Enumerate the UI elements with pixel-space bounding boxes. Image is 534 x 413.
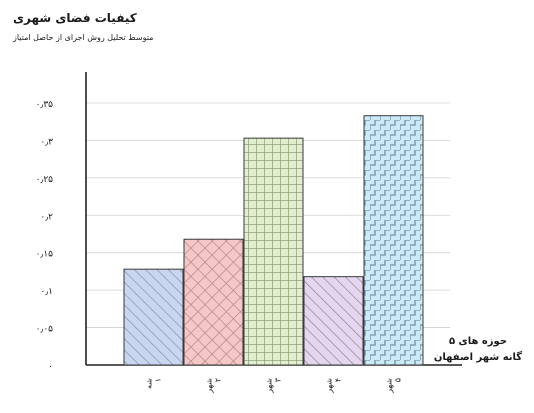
y-tick-label: ۰٫۳۵ [36,100,54,110]
svg-text:شهر۵: شهر۵ [385,378,403,394]
bar-5 [363,115,424,366]
bar-1 [123,268,184,366]
y-tick-label: ۰٫۰۵ [36,325,54,335]
bars [123,115,424,366]
y-tick-label: ۰٫۲۵ [36,175,54,185]
y-tick-label: ۰٫۳ [40,137,53,147]
svg-text:شه۱: شه۱ [145,378,163,389]
bar-4 [303,276,364,366]
x-tick-label: شه۱ [145,378,163,389]
chart-title: کیفیات فضای شهری [13,11,137,25]
x-tick-label: شهر۵ [385,378,403,394]
y-tick-label: ۰٫۲ [40,212,53,222]
svg-text:شهر۴: شهر۴ [325,378,343,394]
y-tick-label: ۰ [48,362,53,372]
svg-text:شهر۳: شهر۳ [265,377,283,394]
svg-text:شهر۲: شهر۲ [205,378,223,394]
bar-3 [243,137,304,366]
x-tick-label: شهر۲ [205,378,223,394]
y-tick-label: ۰٫۱ [40,287,53,297]
chart-subtitle: متوسط تحلیل روش اجرای از حاصل امتیاز [12,33,153,42]
x-tick-label: شهر۴ [325,378,343,394]
x-tick-label: شهر۳ [265,377,283,394]
bar-2 [183,238,244,366]
y-tick-labels: ۰ ۰٫۰۵ ۰٫۱ ۰٫۱۵ ۰٫۲ ۰٫۲۵ ۰٫۳ ۰٫۳۵ [36,100,54,372]
x-axis-label: حوزه های ۵ گانه شهر اصفهان [434,336,522,363]
y-tick-label: ۰٫۱۵ [36,250,54,260]
x-tick-labels: شه۱ شهر۲ شهر۳ شهر۴ شهر۵ [145,377,403,394]
